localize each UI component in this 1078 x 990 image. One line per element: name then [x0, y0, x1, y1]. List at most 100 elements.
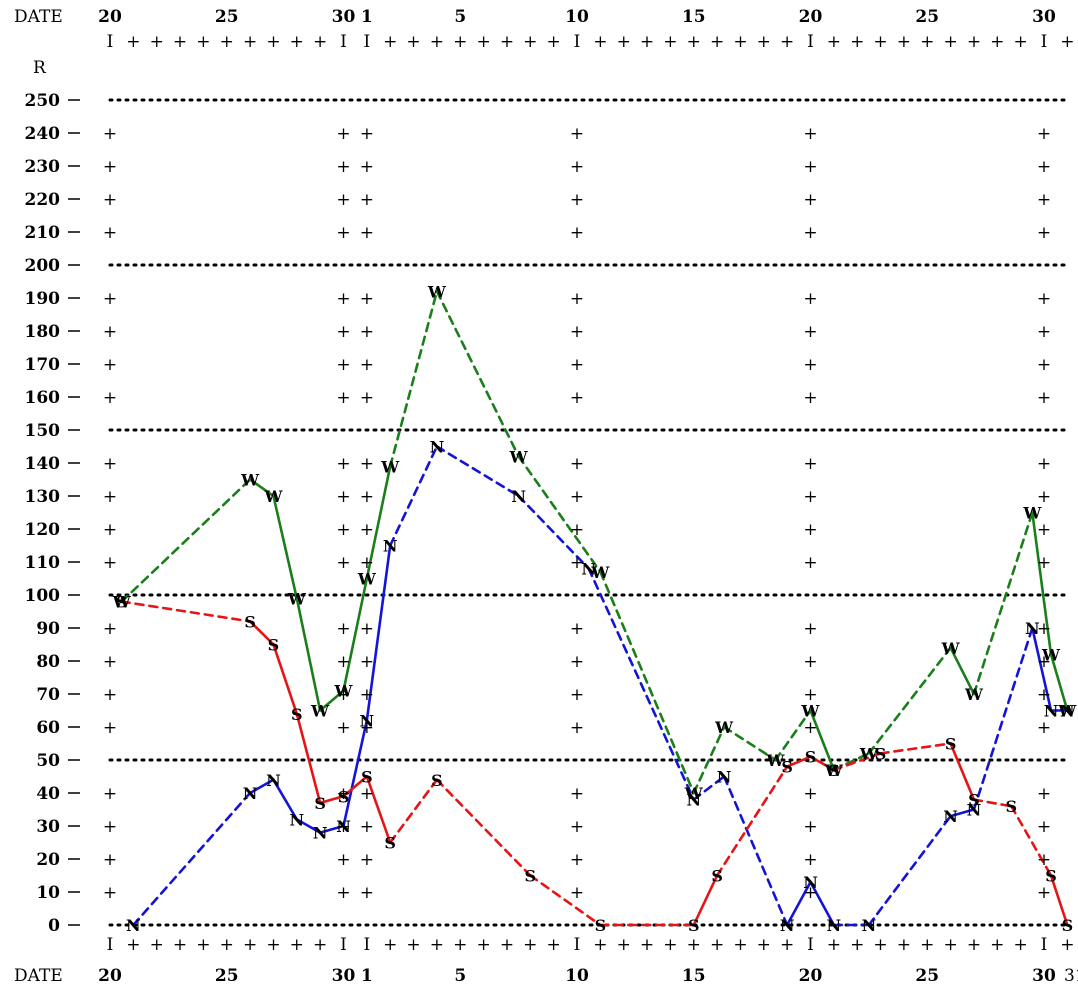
axis-ruler-bottom: +: [687, 935, 701, 955]
plus-marker: +: [1037, 289, 1051, 309]
axis-ruler-bottom: +: [523, 935, 537, 955]
plus-marker: +: [570, 322, 584, 342]
plus-marker: +: [103, 520, 117, 540]
series-W-segment: [295, 596, 322, 712]
series-S-point: S: [595, 916, 607, 935]
axis-ruler-bottom: +: [266, 935, 280, 955]
plus-marker: +: [360, 388, 374, 408]
y-tick-label: 30: [36, 817, 60, 837]
axis-ruler-bottom: +: [290, 935, 304, 955]
plus-marker: +: [360, 223, 374, 243]
axis-ruler-bottom: +: [383, 935, 397, 955]
plus-marker: +: [103, 157, 117, 177]
series-S-point: S: [1006, 797, 1018, 816]
series-S-point: S: [828, 761, 840, 780]
axis-ruler-top: I: [574, 32, 581, 52]
series-S-point: S: [361, 768, 373, 787]
plus-marker: +: [803, 553, 817, 573]
plus-marker: +: [360, 817, 374, 837]
axis-ruler-top: +: [453, 32, 467, 52]
series-W-point: W: [287, 589, 307, 608]
axis-ruler-top: +: [150, 32, 164, 52]
plus-marker: +: [803, 487, 817, 507]
plus-marker: +: [103, 190, 117, 210]
series-N-segment: [435, 445, 520, 498]
series-W-segment: [1031, 511, 1053, 656]
plus-marker: +: [570, 883, 584, 903]
axis-ruler-top: +: [663, 32, 677, 52]
series-S-segment: [365, 775, 392, 844]
series-W-segment: [774, 709, 812, 762]
axis-ruler-top: +: [196, 32, 210, 52]
plus-marker: +: [1037, 850, 1051, 870]
plus-marker: +: [103, 487, 117, 507]
series-S-point: S: [525, 867, 537, 886]
series-N-point: N: [803, 873, 818, 892]
axis-ruler-bottom: +: [710, 935, 724, 955]
axis-ruler-top: +: [406, 32, 420, 52]
axis-ruler-bottom: +: [990, 935, 1004, 955]
plus-marker: +: [1037, 190, 1051, 210]
axis-ruler-bottom: +: [593, 935, 607, 955]
plus-marker: +: [103, 388, 117, 408]
plus-marker: +: [103, 718, 117, 738]
axis-ruler-bottom: +: [126, 935, 140, 955]
plus-marker: +: [570, 355, 584, 375]
axis-ruler-top: +: [640, 32, 654, 52]
axis-ruler-top: +: [500, 32, 514, 52]
axis-ruler-bottom: +: [547, 935, 561, 955]
plus-marker: +: [803, 124, 817, 144]
series-N-segment: [809, 880, 836, 927]
axis-ruler-bottom: +: [453, 935, 467, 955]
plus-marker: +: [103, 124, 117, 144]
y-tick-label: 160: [25, 388, 61, 408]
plus-marker: +: [1037, 619, 1051, 639]
plus-marker: +: [103, 850, 117, 870]
plus-marker: +: [1037, 652, 1051, 672]
y-axis-label: R: [33, 58, 47, 78]
series-N-point: N: [686, 791, 701, 810]
plus-marker: +: [336, 784, 350, 804]
plus-marker: +: [360, 652, 374, 672]
plus-marker: +: [103, 223, 117, 243]
plus-marker: +: [803, 355, 817, 375]
series-W-segment: [120, 478, 252, 603]
plus-marker: +: [1037, 454, 1051, 474]
axis-ruler-bottom: +: [827, 935, 841, 955]
y-tick-label: 140: [25, 454, 61, 474]
series-N-point: N: [780, 916, 795, 935]
series-N-point: N: [266, 771, 281, 790]
plus-marker: +: [570, 850, 584, 870]
series-W-point: W: [765, 751, 785, 770]
axis-ruler-bottom: +: [943, 935, 957, 955]
series-N-point: N: [313, 824, 328, 843]
axis-ruler-top: +: [733, 32, 747, 52]
plus-marker: +: [103, 355, 117, 375]
series-S-point: S: [1062, 916, 1074, 935]
axis-ruler-top: +: [617, 32, 631, 52]
series-W-point: W: [310, 702, 330, 721]
y-tick-label: 170: [25, 355, 61, 375]
axis-ruler-bottom: +: [243, 935, 257, 955]
axis-ruler-bottom: +: [1060, 935, 1074, 955]
series-S-segment: [388, 778, 439, 844]
series-N-point: N: [289, 810, 304, 829]
series-S-point: S: [945, 735, 957, 754]
plus-marker: +: [803, 520, 817, 540]
x-tick-label: 25: [215, 7, 239, 27]
x-edge-label-bottom: 31: [1064, 966, 1078, 986]
series-N-point: N: [967, 801, 982, 820]
series-N-segment: [132, 791, 252, 927]
series-S-point: S: [688, 916, 700, 935]
y-tick-label: 0: [48, 916, 60, 936]
series-S-point: S: [1045, 867, 1057, 886]
x-tick-label: 10: [565, 966, 589, 986]
series-W-segment: [867, 646, 952, 755]
series-S-point: S: [244, 612, 256, 631]
series-S-segment: [342, 775, 369, 798]
plus-marker: +: [336, 454, 350, 474]
plus-marker: +: [103, 685, 117, 705]
plus-marker: +: [336, 223, 350, 243]
plus-marker: +: [803, 322, 817, 342]
series-S-point: S: [268, 636, 280, 655]
